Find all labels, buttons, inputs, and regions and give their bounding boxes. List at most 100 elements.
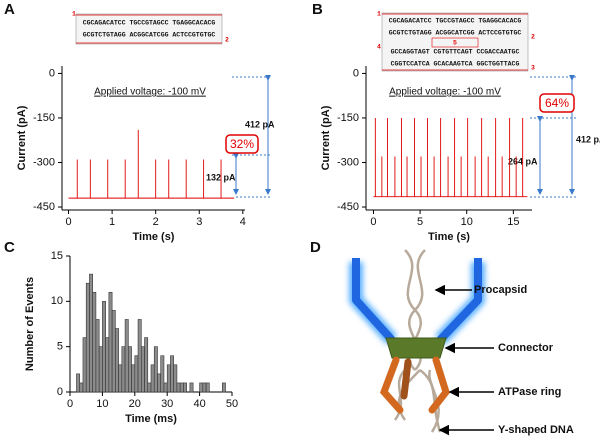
bar bbox=[189, 382, 194, 393]
panel-label: C bbox=[4, 239, 15, 256]
panel-label: D bbox=[310, 239, 321, 256]
y-tick-label: 5 bbox=[57, 341, 63, 353]
strand-label: 1 bbox=[72, 11, 76, 18]
bar bbox=[183, 382, 187, 393]
y-tick-label: 15 bbox=[51, 250, 63, 262]
x-tick-label: 15 bbox=[507, 216, 519, 228]
bar bbox=[199, 382, 204, 393]
strand: CGCAGACATCC TGCCGTAGCC TGAGGCACACG bbox=[83, 20, 216, 27]
part-label: ATPase ring bbox=[498, 386, 561, 398]
bar bbox=[121, 346, 126, 393]
x-axis-title: Time (s) bbox=[428, 231, 470, 243]
procapsid-wall bbox=[352, 258, 395, 343]
bar bbox=[108, 291, 113, 393]
annotation: Applied voltage: -100 mV bbox=[389, 87, 501, 98]
sequence-a: CGCAGACATCC TGCCGTAGCC TGAGGCACACG GCGTC… bbox=[72, 11, 229, 45]
dna-strand bbox=[419, 369, 442, 433]
x-tick-label: 4 bbox=[240, 216, 246, 228]
bar bbox=[170, 355, 174, 393]
x-tick-label: 5 bbox=[417, 216, 423, 228]
bar bbox=[140, 346, 145, 393]
bar bbox=[105, 337, 110, 393]
strand-label: 3 bbox=[531, 65, 535, 72]
bar bbox=[134, 355, 139, 393]
x-tick-label: 20 bbox=[129, 398, 141, 410]
bar bbox=[221, 382, 226, 393]
x-tick-label: 3 bbox=[196, 216, 202, 228]
atpase-leg bbox=[428, 356, 450, 414]
annotation: 412 pA bbox=[576, 134, 600, 144]
y-axis-title: Current (pA) bbox=[16, 105, 28, 170]
bar bbox=[160, 355, 165, 393]
bar bbox=[79, 382, 84, 393]
bar bbox=[202, 382, 207, 393]
x-tick-label: 0 bbox=[67, 398, 73, 410]
y-tick-label: 0 bbox=[353, 67, 359, 79]
bar bbox=[128, 346, 132, 393]
bar bbox=[124, 319, 129, 393]
x-axis-title: Time (ms) bbox=[125, 413, 177, 425]
bar bbox=[157, 373, 162, 393]
bar bbox=[82, 337, 87, 393]
x-tick-label: 50 bbox=[226, 398, 238, 410]
dna-strand bbox=[428, 369, 440, 433]
panel-label: A bbox=[4, 1, 15, 18]
bar bbox=[102, 301, 106, 393]
strand-label: 5 bbox=[453, 40, 457, 47]
annotation: 32% bbox=[230, 137, 254, 151]
y-tick-label: -300 bbox=[33, 156, 55, 168]
part-label: Y-shaped DNA bbox=[498, 424, 574, 436]
strand: GCGTCTGTAGG ACGGCATCGG ACTCCGTGTGC bbox=[389, 30, 522, 37]
bar bbox=[118, 364, 123, 393]
strand: GCCAGGTAGT CGTGTTCAGT CCGACCAATGC bbox=[391, 49, 520, 56]
bar bbox=[153, 346, 158, 393]
bar bbox=[92, 291, 97, 393]
y-axis-title: Current (pA) bbox=[320, 105, 332, 170]
x-tick-label: 10 bbox=[461, 216, 473, 228]
x-axis-title: Time (s) bbox=[133, 231, 175, 243]
atpase-leg bbox=[379, 356, 404, 414]
strand: CGGTCCATCA GCACAAGTCA GGCTGGTTACG bbox=[391, 61, 520, 68]
y-tick-label: 0 bbox=[49, 67, 55, 79]
bar bbox=[76, 373, 81, 393]
y-tick-label: 0 bbox=[57, 386, 63, 398]
bar bbox=[95, 319, 100, 393]
panel-label: B bbox=[312, 1, 323, 18]
bar bbox=[179, 382, 184, 393]
sequence-box bbox=[75, 13, 223, 45]
y-tick-label: -150 bbox=[337, 112, 359, 124]
bar bbox=[115, 328, 119, 393]
part-label: Procapsid bbox=[474, 284, 527, 296]
y-tick-label: -150 bbox=[33, 112, 55, 124]
annotations-a: Applied voltage: -100 mV 412 pA 132 pA 3… bbox=[94, 75, 275, 198]
bar bbox=[111, 310, 116, 393]
y-tick-label: -300 bbox=[337, 156, 359, 168]
bar bbox=[98, 346, 103, 393]
percent-box bbox=[225, 134, 259, 154]
strand-label: 2 bbox=[531, 34, 535, 41]
x-tick-label: 1 bbox=[109, 216, 115, 228]
trace bbox=[68, 129, 235, 199]
bar bbox=[137, 319, 142, 393]
strand: CGCAGACATCC TGCCGTAGCC TGAGGCACACG bbox=[389, 18, 522, 25]
annotation: Applied voltage: -100 mV bbox=[94, 87, 206, 98]
x-tick-label: 0 bbox=[370, 216, 376, 228]
trace bbox=[373, 117, 528, 198]
junction-box bbox=[431, 37, 479, 48]
atpase bbox=[379, 356, 450, 414]
strand-label: 4 bbox=[377, 44, 381, 51]
atpase-leg bbox=[400, 358, 412, 400]
bar bbox=[205, 382, 210, 393]
y-tick-label: -450 bbox=[33, 201, 55, 213]
strand-label: 1 bbox=[377, 11, 381, 18]
bar bbox=[85, 282, 90, 393]
bar bbox=[150, 364, 155, 393]
bar bbox=[173, 364, 178, 393]
strand: GCGTCTGTAGG ACGGCATCGG ACTCCGTGTGC bbox=[83, 32, 216, 39]
x-tick-label: 30 bbox=[161, 398, 173, 410]
y-tick-label: 10 bbox=[51, 295, 63, 307]
percent-box bbox=[539, 93, 575, 113]
y-axis-title: Number of Events bbox=[24, 277, 36, 371]
x-tick-label: 0 bbox=[65, 216, 71, 228]
